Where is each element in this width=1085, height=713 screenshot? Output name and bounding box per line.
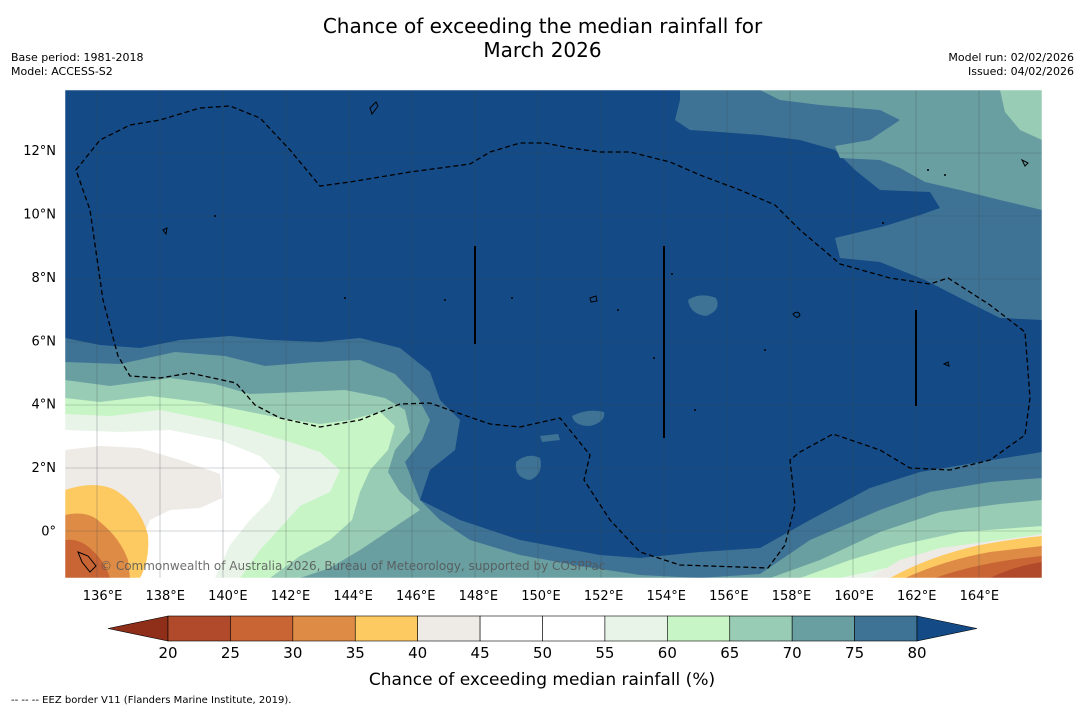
island-guam-north xyxy=(369,101,379,116)
band-75-patch-a xyxy=(688,295,718,316)
lon-tick-label: 148°E xyxy=(459,589,499,604)
band-70-ne xyxy=(760,90,1042,210)
lon-tick-label: 156°E xyxy=(709,589,749,604)
colorbar-box xyxy=(791,615,855,642)
island-pohnpei xyxy=(792,311,801,318)
island-palau xyxy=(77,551,97,573)
graticule xyxy=(65,90,1042,578)
colorbar-box xyxy=(292,615,356,642)
colorbar-tick-label: 70 xyxy=(783,644,802,662)
band-75-patch-b xyxy=(515,455,541,480)
lat-tick-label: 10°N xyxy=(23,208,56,223)
lon-tick-label: 152°E xyxy=(584,589,624,604)
model-run-date: Model run: 02/02/2026 xyxy=(948,51,1074,64)
lat-tick-label: 4°N xyxy=(32,398,57,413)
lon-tick-label: 140°E xyxy=(208,589,248,604)
longitude-ticks: 136°E 138°E 140°E 142°E 144°E 146°E 148°E 150°E… xyxy=(83,589,999,604)
colorbar-box xyxy=(417,615,481,642)
colorbar-box xyxy=(479,615,543,642)
atoll-dots xyxy=(214,169,946,411)
model-name: Model: ACCESS-S2 xyxy=(11,65,113,78)
lon-tick-label: 146°E xyxy=(396,589,436,604)
lon-tick-label: 162°E xyxy=(897,589,937,604)
lon-tick-label: 138°E xyxy=(145,589,185,604)
lon-tick-label: 136°E xyxy=(83,589,123,604)
base-period: Base period: 1981-2018 xyxy=(11,51,144,64)
colorbar-tick-label: 35 xyxy=(346,644,365,662)
band-75-patch-d xyxy=(540,434,560,442)
colorbar-box xyxy=(354,615,418,642)
colorbar-tick-label: 40 xyxy=(408,644,427,662)
lon-tick-label: 164°E xyxy=(960,589,1000,604)
colorbar-box xyxy=(167,615,231,642)
island-yap xyxy=(162,227,168,236)
colorbar-box xyxy=(230,615,294,642)
lon-tick-label: 154°E xyxy=(646,589,686,604)
lat-tick-label: 0° xyxy=(41,524,56,539)
colorbar-extend-high xyxy=(916,615,978,642)
island-kosrae xyxy=(942,361,950,367)
islands xyxy=(77,101,1029,573)
colorbar-title: Chance of exceeding median rainfall (%) xyxy=(369,670,715,690)
map-title: Chance of exceeding the median rainfall … xyxy=(0,14,1085,62)
colorbar-tick-label: 65 xyxy=(720,644,739,662)
atoll-lines xyxy=(474,246,917,438)
colorbar-box xyxy=(854,615,918,642)
copyright-watermark: © Commonwealth of Australia 2026, Bureau… xyxy=(100,559,605,573)
band-50-south xyxy=(65,430,1042,578)
colorbar-box xyxy=(729,615,793,642)
colorbar-tick-label: 60 xyxy=(658,644,677,662)
colorbar-tick-label: 45 xyxy=(471,644,490,662)
band-55-south xyxy=(65,410,1042,578)
eez-border xyxy=(75,105,1031,569)
band-60-south xyxy=(65,396,1042,578)
lon-tick-label: 150°E xyxy=(521,589,561,604)
island-chuuk xyxy=(589,295,598,303)
colorbar-tick-label: 80 xyxy=(907,644,926,662)
colorbar: 20 25 30 35 40 45 50 55 60 65 70 75 80 Chance of exc… xyxy=(107,615,978,690)
lon-tick-label: 158°E xyxy=(772,589,812,604)
map-panel: © Commonwealth of Australia 2026, Bureau… xyxy=(65,90,1042,578)
colorbar-box xyxy=(542,615,606,642)
colorbar-tick-label: 75 xyxy=(845,644,864,662)
lon-tick-label: 144°E xyxy=(333,589,373,604)
island-east xyxy=(1020,158,1029,167)
band-20-se xyxy=(990,562,1042,578)
colorbar-tick-label: 20 xyxy=(158,644,177,662)
title-line-1: Chance of exceeding the median rainfall … xyxy=(322,14,763,38)
colorbar-box xyxy=(667,615,731,642)
band-75-patch-c xyxy=(572,410,605,426)
colorbar-tick-label: 55 xyxy=(595,644,614,662)
colorbar-tick-label: 30 xyxy=(283,644,302,662)
map-frame xyxy=(64,89,1043,579)
issued-date: Issued: 04/02/2026 xyxy=(967,65,1074,78)
run-info: Model run: 02/02/2026 Issued: 04/02/2026 xyxy=(948,51,1074,79)
lat-tick-label: 6°N xyxy=(32,334,57,349)
colorbar-extend-low xyxy=(107,615,169,642)
lon-tick-label: 142°E xyxy=(271,589,311,604)
latitude-ticks: 12°N 10°N 8°N 6°N 4°N 2°N 0° xyxy=(23,144,56,539)
model-info: Base period: 1981-2018 Model: ACCESS-S2 xyxy=(11,51,143,79)
lat-tick-label: 2°N xyxy=(32,461,57,476)
lat-tick-label: 8°N xyxy=(32,271,57,286)
band-65-ne xyxy=(1000,90,1042,140)
lon-tick-label: 160°E xyxy=(834,589,874,604)
eez-legend-note: -- -- -- EEZ border V11 (Flanders Marine… xyxy=(11,695,292,706)
colorbar-tick-label: 50 xyxy=(533,644,552,662)
title-line-2: March 2026 xyxy=(483,38,602,62)
band-25-sw xyxy=(65,539,110,578)
colorbar-tick-label: 25 xyxy=(221,644,240,662)
lat-tick-label: 12°N xyxy=(23,144,56,159)
colorbar-box xyxy=(604,615,668,642)
